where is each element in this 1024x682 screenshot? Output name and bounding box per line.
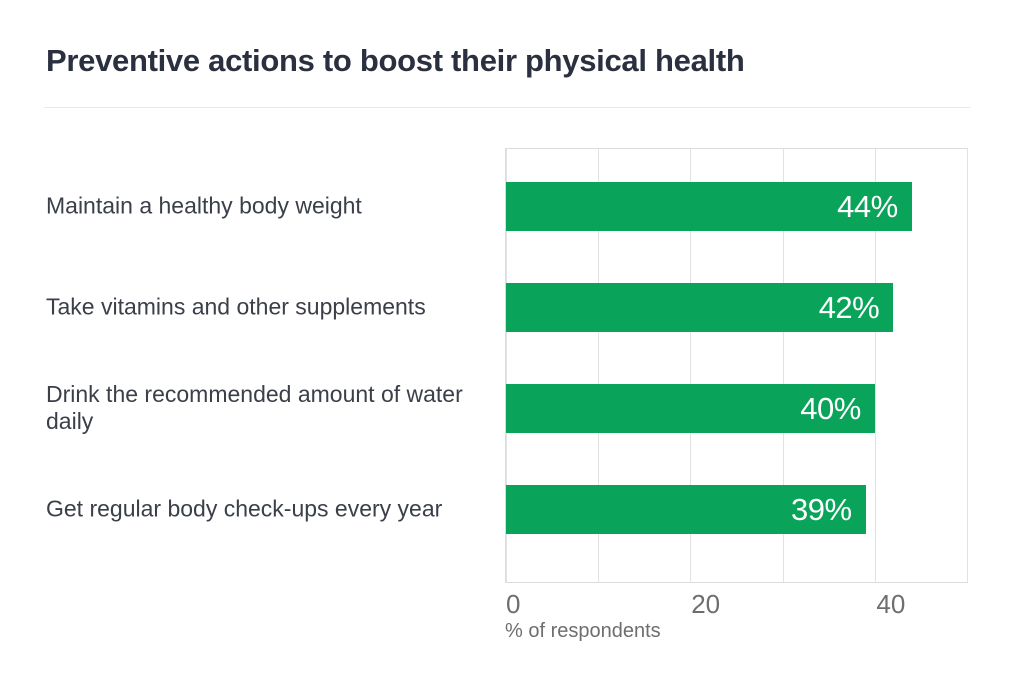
category-label: Drink the recommended amount of water da… (46, 380, 463, 434)
bar-value-label: 44% (837, 189, 898, 224)
category-label: Take vitamins and other supplements (46, 293, 426, 319)
x-tick-label: 20 (691, 589, 721, 619)
gridline (598, 149, 600, 582)
chart-title: Preventive actions to boost their physic… (46, 43, 745, 78)
category-label: Maintain a healthy body weight (46, 192, 362, 218)
plot-area: 44% 42% 40% 39% (505, 148, 968, 583)
bar-value-label: 39% (791, 492, 852, 527)
bar: 39% (506, 485, 866, 534)
bar-value-label: 40% (800, 391, 861, 426)
category-label: Get regular body check-ups every year (46, 495, 443, 521)
gridline (506, 149, 507, 582)
gridline (874, 149, 876, 582)
x-tick-label: 0 (506, 589, 521, 619)
bar-value-label: 42% (818, 290, 880, 325)
gridline (782, 149, 784, 582)
gridline (690, 149, 692, 582)
bar: 42% (506, 283, 894, 332)
gridline (967, 149, 968, 582)
title-divider (44, 107, 970, 108)
x-axis-title: % of respondents (505, 620, 661, 642)
bar: 40% (506, 384, 875, 433)
x-tick-label: 40 (876, 589, 906, 619)
bar: 44% (506, 182, 912, 231)
